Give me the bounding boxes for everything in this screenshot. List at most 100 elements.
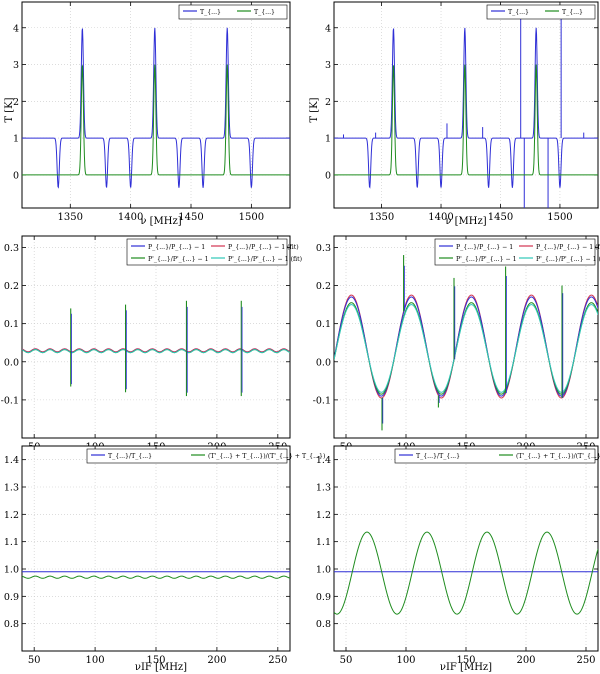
y-tick-label: 1.1	[316, 537, 331, 548]
x-axis-label-bottom-left: νIF [MHz]	[135, 662, 187, 673]
y-tick-label: 0.8	[316, 619, 331, 630]
panel-top-right: 1350 1400 1450 1500 0 1 2 3 4 T_{...} T_{...}	[325, 1, 599, 223]
y-tick-label: 1.0	[4, 565, 19, 576]
legend-label: P'_{...}/P'_{...} − 1 (fit)	[536, 256, 600, 263]
y-tick-label: 3	[13, 60, 19, 71]
series-group	[22, 571, 290, 579]
x-tick-label: 1500	[547, 212, 572, 223]
panel-mid-left: 50100150200250-0.10.00.10.20.3P_{...}/P_…	[1, 235, 302, 453]
x-tick-label: 100	[86, 655, 105, 666]
y-tick-label: -0.1	[1, 395, 19, 406]
y-tick-label: 0.3	[4, 243, 19, 254]
legend: T_{...} T_{...}	[178, 4, 288, 20]
series-line-green	[22, 575, 290, 579]
y-tick-label: 1.2	[4, 510, 19, 521]
legend-label: T_{...}/T_{...}	[416, 453, 460, 460]
legend-label: T_{...}	[562, 9, 583, 16]
y-tick-label: 0.1	[316, 319, 331, 330]
x-tick-label: 50	[340, 655, 353, 666]
y-tick-label: 1.4	[4, 455, 19, 466]
y-tick-label: 0.8	[4, 619, 19, 630]
y-tick-label: 0	[325, 170, 331, 181]
legend-label: T_{...}	[200, 9, 221, 16]
legend-label: P_{...}/P_{...} − 1 (fit)	[536, 244, 600, 251]
legend-label: P_{...}/P_{...} − 1	[148, 244, 205, 251]
series-line-green	[334, 64, 598, 176]
legend-label: (T'_{...} + T_{...})/(T'_{...} + T_{...}…	[516, 453, 600, 460]
legend-box	[486, 4, 596, 20]
x-axis-label-top-left: ν [MHz]	[140, 216, 181, 227]
x-tick-label: 200	[207, 655, 226, 666]
x-tick-label: 50	[28, 655, 41, 666]
legend-label: T_{...}/T_{...}	[108, 453, 152, 460]
y-tick-label: 0	[13, 170, 19, 181]
y-tick-label: 0.2	[4, 281, 19, 292]
legend-label: P'_{...}/P'_{...} − 1	[456, 256, 517, 263]
y-tick-label: 1.3	[316, 483, 331, 494]
legend: T_{...}/T_{...} (T'_{...} + T_{...})/(T'_…	[394, 448, 600, 464]
x-tick-label: 150	[456, 655, 475, 666]
legend-label: P'_{...}/P'_{...} − 1	[148, 256, 209, 263]
y-tick-label: 1.0	[316, 565, 331, 576]
y-tick-label: 0.0	[4, 357, 19, 368]
x-axis-label-top-right: ν [MHz]	[445, 216, 486, 227]
x-tick-label: 150	[146, 655, 165, 666]
y-tick-label: 3	[325, 60, 331, 71]
series-group	[334, 255, 598, 431]
series-group	[22, 300, 290, 397]
x-tick-label: 250	[268, 655, 287, 666]
y-tick-label: 1.1	[4, 537, 19, 548]
legend-label: T_{...}	[508, 9, 529, 16]
legend: P_{...}/P_{...} − 1 P_{...}/P_{...} − 1 (…	[434, 238, 600, 266]
y-tick-label: 2	[13, 97, 19, 108]
x-axis-label-bottom-right: νIF [MHz]	[440, 662, 492, 673]
legend-label: P'_{...}/P'_{...} − 1 (fit)	[228, 256, 302, 263]
panel-bottom-left: 50 100 150 200 250 0.8 0.9 1.0 1.1 1.2 1.3 1.4 T_{..…	[4, 445, 325, 666]
x-tick-label: 1450	[488, 212, 513, 223]
x-tick-label: 1350	[58, 212, 83, 223]
y-tick-label: 0.0	[316, 357, 331, 368]
y-tick-label: 1.4	[316, 455, 331, 466]
y-tick-label: 1	[325, 134, 331, 145]
series-line-green	[22, 64, 290, 176]
y-tick-label: 0.3	[316, 243, 331, 254]
y-tick-label: 2	[325, 97, 331, 108]
legend: P_{...}/P_{...} − 1 P_{...}/P_{...} − 1 (…	[126, 238, 302, 266]
y-tick-label: 1	[13, 134, 19, 145]
legend-box	[126, 238, 288, 266]
y-tick-label: 4	[13, 23, 19, 34]
panel-mid-right: 50100150200250-0.10.00.10.20.3P_{...}/P_…	[313, 235, 600, 453]
x-tick-label: 1400	[428, 212, 453, 223]
series-group	[334, 531, 598, 615]
legend-box	[178, 4, 288, 20]
legend-label: P_{...}/P_{...} − 1	[456, 244, 513, 251]
series-group	[22, 27, 290, 189]
y-tick-label: 0.2	[316, 281, 331, 292]
legend: T_{...} T_{...}	[486, 4, 596, 20]
series-line-blue	[22, 27, 290, 189]
series-line-green	[334, 531, 598, 615]
panel-bottom-right: 50 100 150 200 250 0.8 0.9 1.0 1.1 1.2 1.3 1.4 T_{..…	[316, 445, 600, 666]
series-line-cyan	[22, 349, 290, 354]
y-tick-label: 0.9	[316, 592, 331, 603]
y-tick-label: 1.2	[316, 510, 331, 521]
x-tick-label: 100	[396, 655, 415, 666]
series-line-blue	[334, 27, 598, 189]
x-tick-label: 1400	[118, 212, 143, 223]
x-tick-label: 1500	[239, 212, 264, 223]
y-tick-label: 0.1	[4, 319, 19, 330]
legend-box	[86, 448, 288, 464]
y-axis-label-top-right: T [K]	[309, 97, 320, 122]
series-group	[334, 5, 598, 208]
legend-label: T_{...}	[254, 9, 275, 16]
series-line-red	[22, 348, 290, 353]
y-tick-label: 1.3	[4, 483, 19, 494]
y-tick-label: 0.9	[4, 592, 19, 603]
legend-box	[434, 238, 596, 266]
legend-box	[394, 448, 596, 464]
y-tick-label: -0.1	[313, 395, 331, 406]
x-tick-label: 1450	[178, 212, 203, 223]
x-tick-label: 250	[576, 655, 595, 666]
legend: T_{...}/T_{...} (T'_{...} + T_{...})/(T'_…	[86, 448, 325, 464]
